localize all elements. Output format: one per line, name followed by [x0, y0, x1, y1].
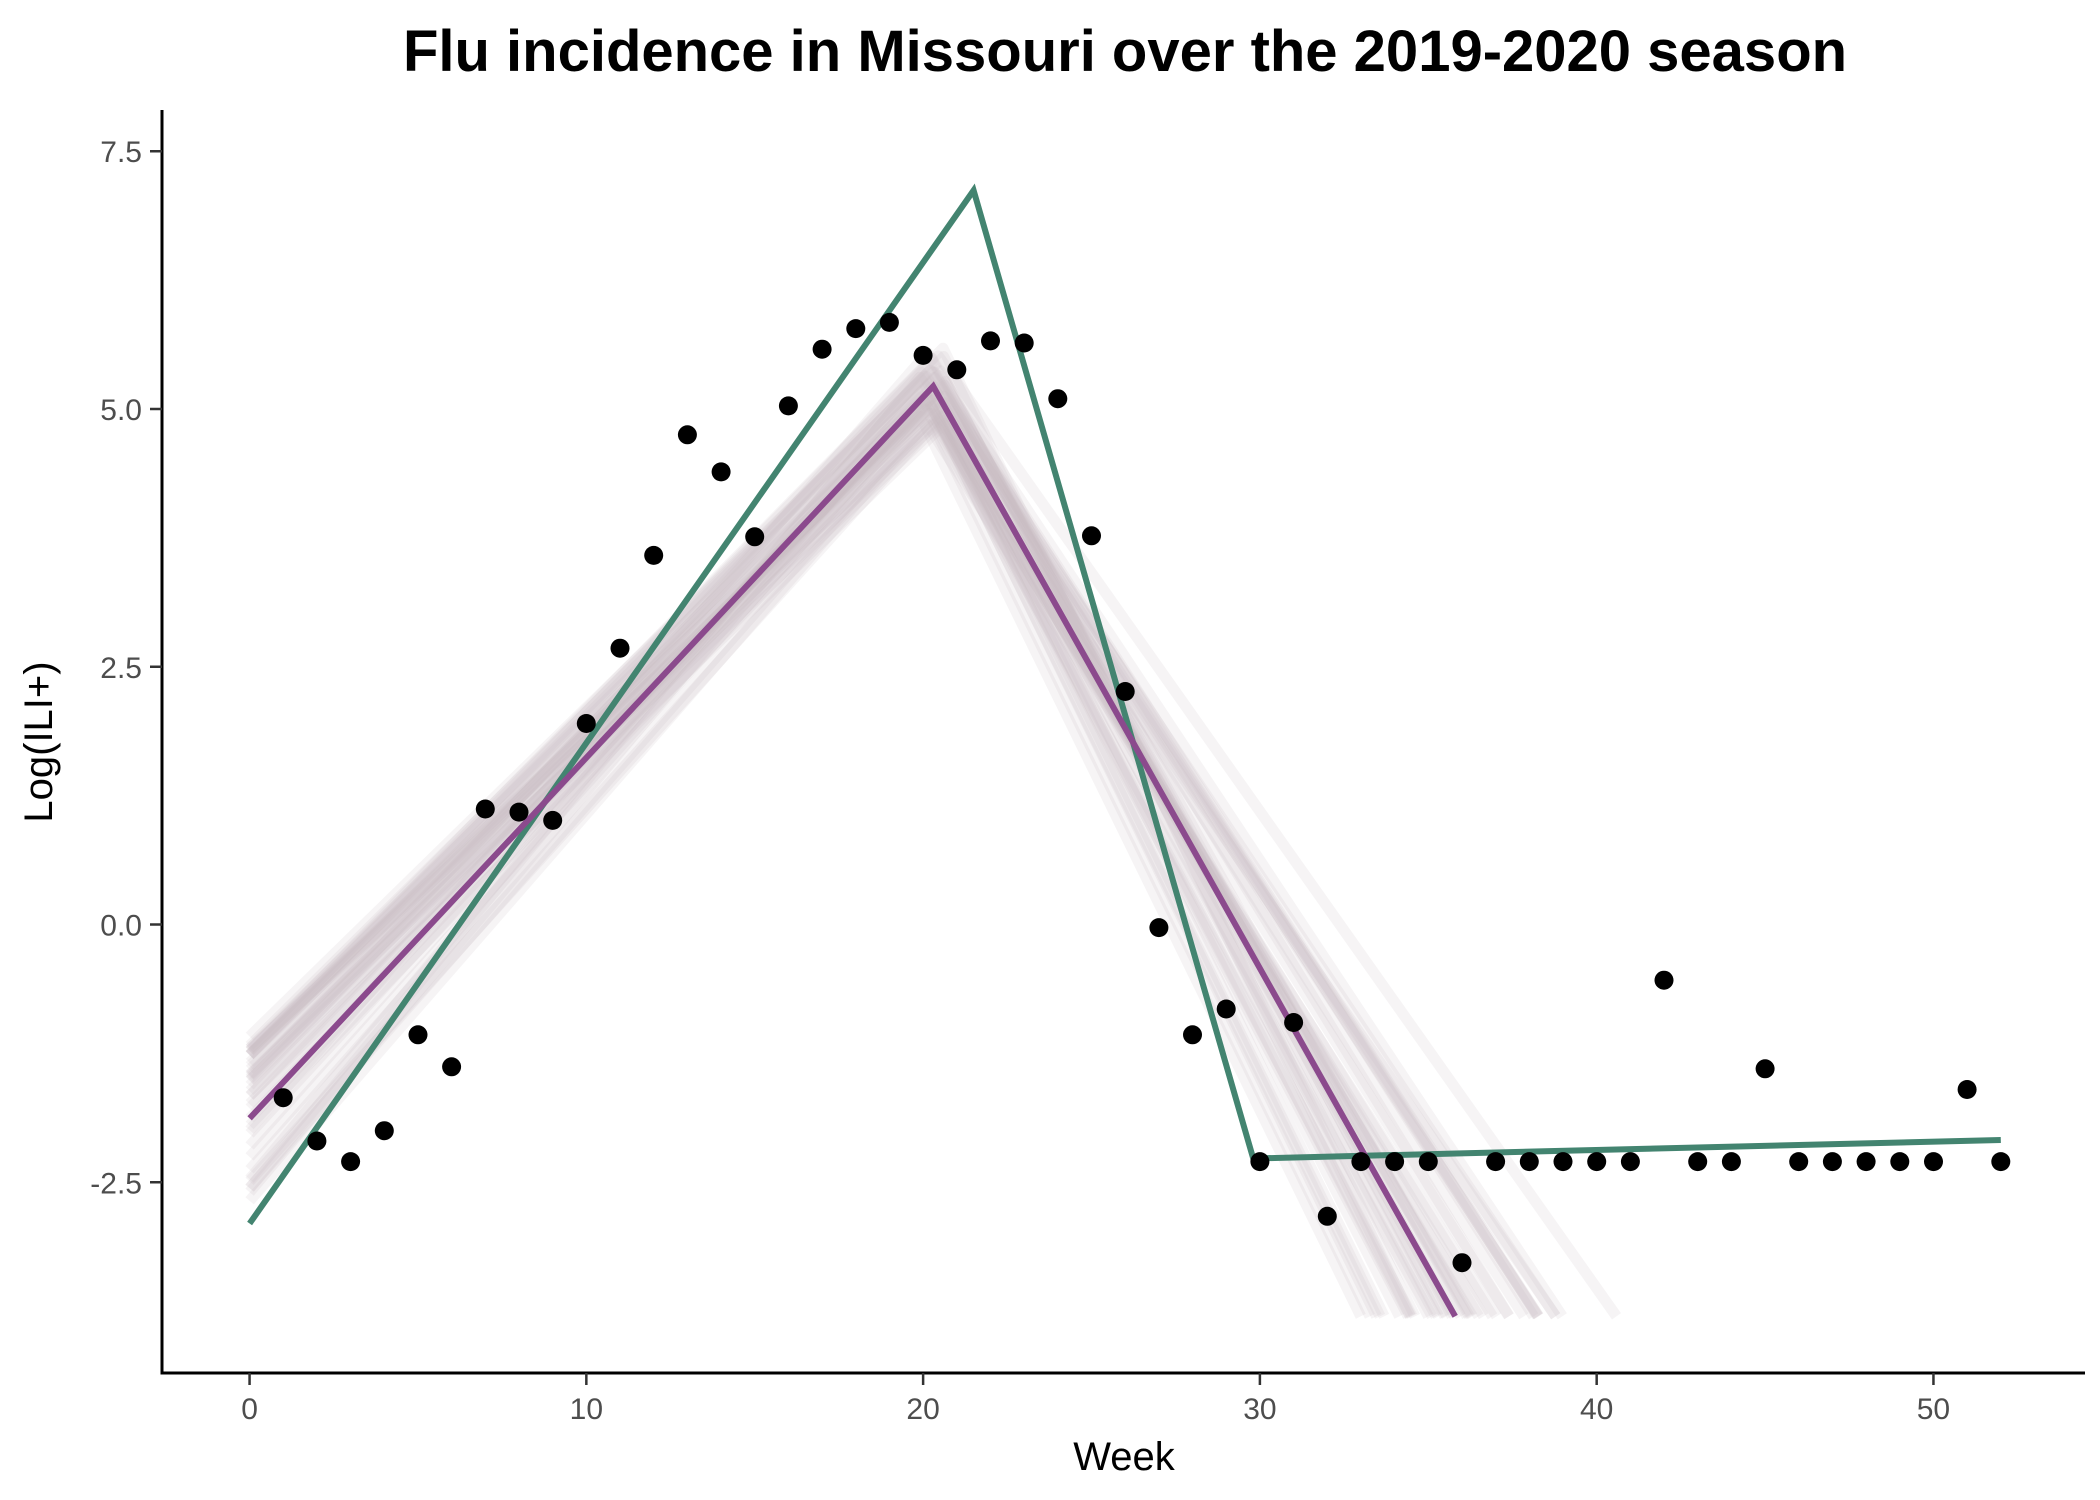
data-point [1452, 1253, 1472, 1273]
data-point [879, 312, 899, 332]
data-point [1149, 918, 1169, 938]
y-tick-label: -2.5 [90, 1167, 142, 1200]
data-point [1385, 1152, 1405, 1172]
data-point [1924, 1152, 1943, 1172]
x-tick-label: 50 [1917, 1393, 1950, 1426]
data-point [1957, 1080, 1977, 1099]
data-point [1351, 1152, 1371, 1172]
data-point [1890, 1152, 1910, 1172]
data-point [1856, 1152, 1876, 1172]
posterior-fit-line [245, 372, 1543, 1320]
data-point [374, 1121, 394, 1141]
posterior-fit-line [245, 410, 1405, 1319]
data-point [1216, 999, 1236, 1019]
posterior-fit-line [245, 379, 1567, 1320]
fit-lines [247, 183, 2001, 1318]
x-tick-label: 0 [241, 1393, 258, 1426]
y-tick-label: 0.0 [100, 910, 142, 943]
y-tick-label: 2.5 [100, 652, 142, 685]
data-point [1317, 1206, 1337, 1226]
data-point [307, 1131, 327, 1151]
posterior-fit-line [245, 407, 1561, 1320]
data-point [1620, 1152, 1640, 1172]
data-point [1284, 1013, 1304, 1032]
posterior-fit-line [245, 390, 1514, 1320]
data-point [1486, 1152, 1506, 1172]
data-point [1082, 526, 1101, 546]
data-point [1250, 1152, 1270, 1172]
posterior-fit-line [245, 407, 1498, 1320]
x-axis-ticks: 0 10 20 30 40 50 [241, 1373, 1950, 1426]
data-point [644, 545, 664, 565]
fit-line-green [247, 183, 2001, 1226]
data-point [408, 1025, 428, 1045]
posterior-fit-line [245, 369, 1466, 1319]
data-point [846, 319, 866, 339]
data-point [745, 527, 765, 547]
data-point [1721, 1152, 1741, 1172]
data-point [1822, 1152, 1842, 1172]
data-point [812, 339, 832, 359]
data-point [1991, 1152, 2011, 1172]
data-point [273, 1088, 293, 1108]
posterior-fit-line [245, 401, 1478, 1320]
data-point [1519, 1152, 1539, 1172]
data-point [543, 810, 563, 830]
data-point [576, 714, 596, 733]
uncertainty-band [245, 342, 1621, 1320]
posterior-fit-line [245, 394, 1416, 1319]
data-point [1654, 970, 1674, 990]
posterior-fit-line [245, 364, 1539, 1320]
data-point [475, 799, 495, 819]
x-tick-label: 30 [1243, 1393, 1276, 1426]
x-tick-label: 10 [570, 1393, 603, 1426]
posterior-fit-line [245, 370, 1561, 1320]
data-point [778, 396, 798, 416]
data-point [711, 462, 731, 482]
data-point [947, 360, 967, 380]
fit-line-purple [247, 381, 1458, 1318]
data-point [1789, 1152, 1809, 1172]
data-point [442, 1057, 462, 1077]
data-point [610, 638, 630, 658]
data-point [1755, 1059, 1775, 1079]
chart-title: Flu incidence in Missouri over the 2019-… [403, 19, 1847, 84]
posterior-fit-line [245, 400, 1414, 1319]
y-axis-title: Log(ILI+) [17, 661, 61, 822]
x-axis-title: Week [1073, 1435, 1176, 1479]
posterior-fit-line [245, 366, 1474, 1320]
posterior-fit-line [245, 418, 1502, 1320]
data-point [341, 1152, 361, 1172]
posterior-fit-line [245, 419, 1375, 1319]
posterior-fit-line [245, 392, 1441, 1319]
data-point [1587, 1152, 1607, 1172]
data-point [913, 345, 933, 365]
posterior-fit-line [245, 393, 1484, 1320]
data-point [1014, 333, 1034, 353]
data-point [1553, 1152, 1573, 1172]
y-tick-label: 5.0 [100, 394, 142, 427]
posterior-fit-line [245, 351, 1420, 1319]
posterior-fit-line [245, 342, 1416, 1319]
data-point [1418, 1152, 1438, 1172]
data-point [1688, 1152, 1708, 1172]
posterior-fit-line [245, 414, 1514, 1320]
data-point [1048, 389, 1068, 409]
data-point [677, 425, 697, 445]
posterior-fit-line [245, 350, 1621, 1320]
data-point [1115, 682, 1135, 701]
data-point [1183, 1025, 1202, 1045]
data-point [981, 331, 1000, 351]
posterior-fit-line [245, 403, 1438, 1319]
data-point [509, 802, 529, 822]
posterior-fit-line [245, 365, 1444, 1319]
data-points [273, 312, 2011, 1273]
y-axis-ticks: -2.5 0.0 2.5 5.0 7.5 [90, 136, 162, 1200]
posterior-fit-line [245, 371, 1529, 1320]
posterior-fit-line [245, 366, 1544, 1320]
y-tick-label: 7.5 [100, 136, 142, 169]
x-tick-label: 20 [906, 1393, 939, 1426]
x-tick-label: 40 [1580, 1393, 1613, 1426]
